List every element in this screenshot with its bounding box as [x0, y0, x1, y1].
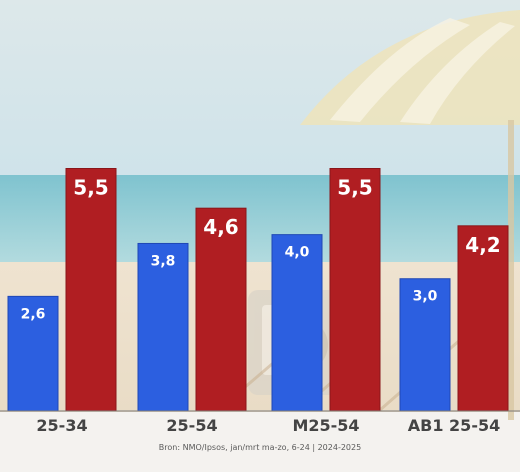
value-label-red-1: 4,6: [203, 215, 238, 239]
bar-red-3: [457, 225, 509, 412]
x-tick-label-2: M25-54: [292, 416, 359, 435]
value-label-blue-3: 3,0: [413, 289, 438, 305]
x-tick-label-1: 25-54: [166, 416, 217, 435]
value-label-red-0: 5,5: [73, 176, 108, 200]
x-tick-label-3: AB1 25-54: [408, 416, 500, 435]
value-label-blue-0: 2,6: [21, 306, 46, 322]
value-label-red-3: 4,2: [465, 233, 500, 257]
value-label-blue-2: 4,0: [285, 245, 310, 261]
bar-red-0: [65, 168, 117, 412]
source-note: Bron: NMO/Ipsos, jan/mrt ma-zo, 6-24 | 2…: [158, 443, 362, 452]
bar-blue-3: [399, 278, 451, 412]
bar-blue-2: [271, 234, 323, 412]
bars-layer: [7, 168, 509, 412]
umbrella-illustration: [300, 10, 520, 420]
value-label-red-2: 5,5: [337, 176, 372, 200]
bar-red-2: [329, 168, 381, 412]
value-label-blue-1: 3,8: [151, 253, 176, 269]
x-tick-label-0: 25-34: [36, 416, 87, 435]
bar-blue-0: [7, 295, 59, 412]
x-tick-labels-layer: 25-34 25-54 M25-54 AB1 25-54: [36, 416, 500, 435]
value-labels-layer: 2,6 5,5 3,8 4,6 4,0 5,5 3,0 4,2: [21, 176, 501, 323]
